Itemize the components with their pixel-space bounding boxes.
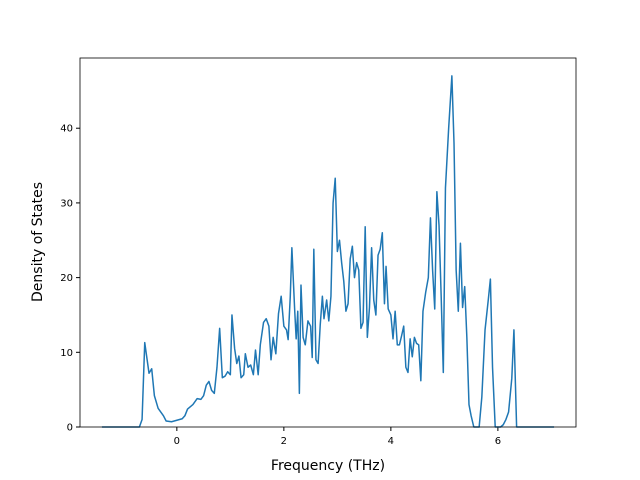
y-tick-label: 20 [60,273,73,284]
plot-frame [79,57,577,428]
x-tick-label: 0 [174,436,180,447]
y-tick-label: 10 [60,348,73,359]
x-tick-label: 4 [388,436,394,447]
y-tick-label: 40 [60,124,73,135]
dos-line [101,75,555,428]
x-tick-label: 6 [495,436,501,447]
y-axis-label: Density of States [30,182,46,302]
x-axis-label: Frequency (THz) [271,458,385,474]
y-tick-label: 0 [67,423,73,434]
y-tick-label: 30 [60,198,73,209]
x-tick-label: 2 [281,436,287,447]
